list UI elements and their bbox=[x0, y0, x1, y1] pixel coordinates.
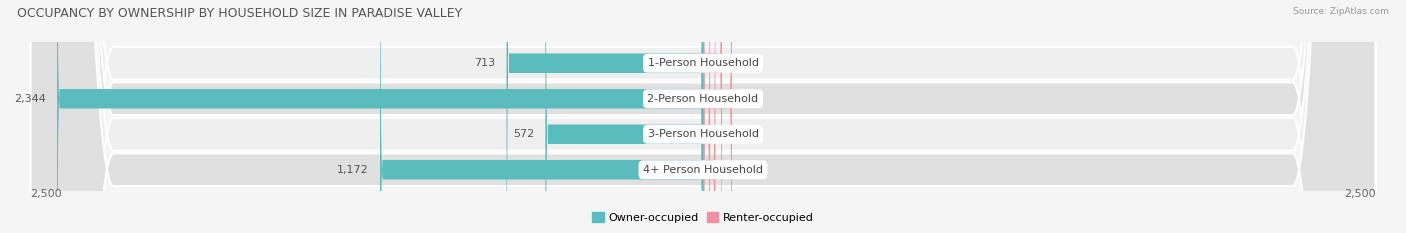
Text: 2,500: 2,500 bbox=[31, 189, 62, 199]
Text: 572: 572 bbox=[513, 129, 534, 139]
Text: 69: 69 bbox=[733, 58, 747, 68]
FancyBboxPatch shape bbox=[31, 0, 1375, 233]
Text: 1-Person Household: 1-Person Household bbox=[648, 58, 758, 68]
FancyBboxPatch shape bbox=[31, 0, 1375, 233]
FancyBboxPatch shape bbox=[703, 0, 723, 233]
Text: 45: 45 bbox=[727, 165, 741, 175]
Text: OCCUPANCY BY OWNERSHIP BY HOUSEHOLD SIZE IN PARADISE VALLEY: OCCUPANCY BY OWNERSHIP BY HOUSEHOLD SIZE… bbox=[17, 7, 463, 20]
Legend: Owner-occupied, Renter-occupied: Owner-occupied, Renter-occupied bbox=[588, 208, 818, 227]
Text: 105: 105 bbox=[742, 94, 763, 104]
FancyBboxPatch shape bbox=[703, 0, 716, 233]
Text: 26: 26 bbox=[721, 129, 735, 139]
Text: 1,172: 1,172 bbox=[337, 165, 368, 175]
FancyBboxPatch shape bbox=[31, 0, 1375, 233]
FancyBboxPatch shape bbox=[31, 0, 1375, 233]
FancyBboxPatch shape bbox=[703, 0, 733, 233]
Text: 2,500: 2,500 bbox=[1344, 189, 1375, 199]
FancyBboxPatch shape bbox=[58, 0, 703, 233]
Text: Source: ZipAtlas.com: Source: ZipAtlas.com bbox=[1294, 7, 1389, 16]
Text: 3-Person Household: 3-Person Household bbox=[648, 129, 758, 139]
Text: 713: 713 bbox=[474, 58, 495, 68]
Text: 4+ Person Household: 4+ Person Household bbox=[643, 165, 763, 175]
FancyBboxPatch shape bbox=[546, 0, 703, 233]
FancyBboxPatch shape bbox=[506, 0, 703, 233]
Text: 2,344: 2,344 bbox=[14, 94, 46, 104]
Text: 2-Person Household: 2-Person Household bbox=[647, 94, 759, 104]
FancyBboxPatch shape bbox=[380, 0, 703, 233]
FancyBboxPatch shape bbox=[703, 0, 710, 233]
